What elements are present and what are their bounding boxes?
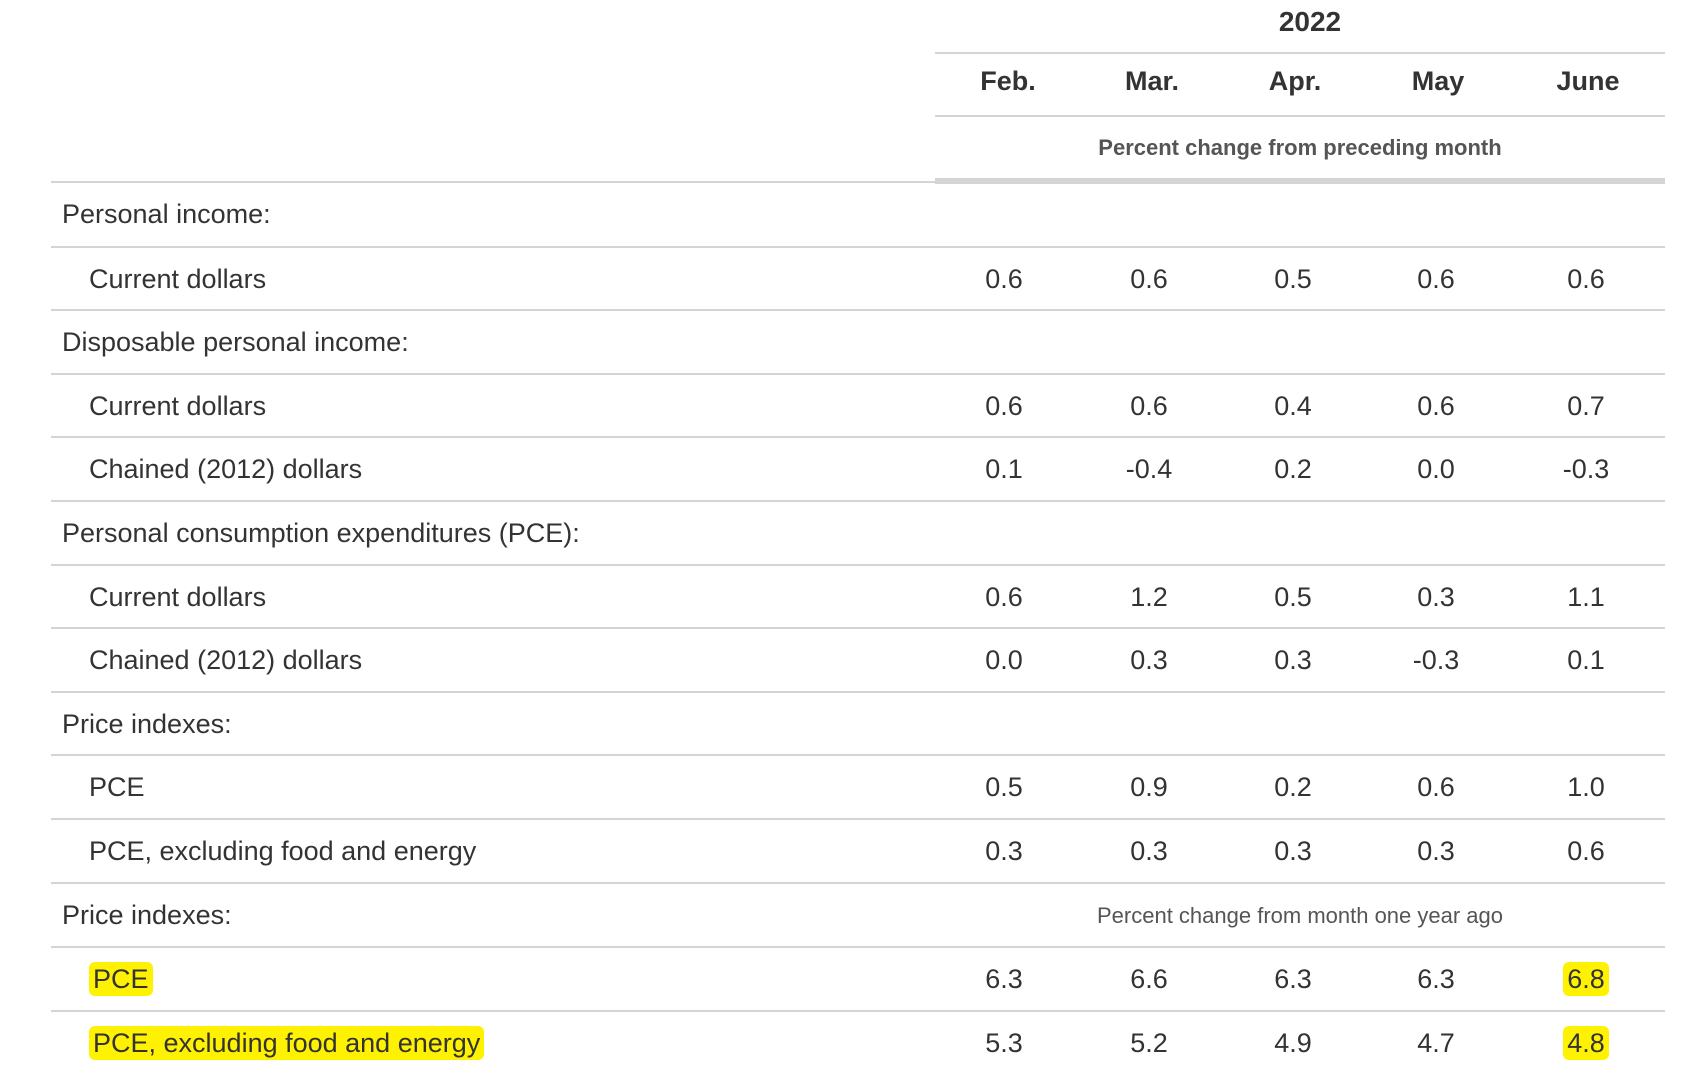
row-label: PCE	[89, 962, 153, 996]
section-label: Personal income:	[62, 199, 271, 229]
value-cell: 6.3	[1417, 964, 1455, 994]
table-row: Price indexes:	[51, 691, 1665, 757]
value-cell: 0.2	[1274, 772, 1312, 802]
value-cell: 0.3	[1417, 836, 1455, 866]
row-label: Chained (2012) dollars	[89, 645, 363, 675]
table-row: Chained (2012) dollars 0.0 0.3 0.3 -0.3 0.1	[51, 627, 1665, 693]
value-cell: 0.6	[1417, 772, 1455, 802]
month-header-mar: Mar.	[1124, 66, 1180, 96]
value-cell: 0.0	[1417, 454, 1455, 484]
table-row: Chained (2012) dollars 0.1 -0.4 0.2 0.0 -0.3	[51, 436, 1665, 502]
month-header-feb: Feb.	[980, 66, 1036, 96]
row-label: PCE, excluding food and energy	[89, 1026, 485, 1060]
section-label: Price indexes:	[62, 709, 232, 739]
value-cell: 4.9	[1274, 1028, 1312, 1058]
value-cell: 4.8	[1521, 1026, 1651, 1060]
unit-note-yearly: Percent change from month one year ago	[1096, 903, 1504, 928]
row-label: Chained (2012) dollars	[89, 454, 363, 484]
value-cell: 0.5	[985, 772, 1023, 802]
row-label: Current dollars	[89, 391, 267, 421]
value-cell: 0.3	[1274, 645, 1312, 675]
value-cell: 6.3	[985, 964, 1023, 994]
value-cell: 6.8	[1521, 962, 1651, 996]
table-row: Disposable personal income:	[51, 309, 1665, 375]
highlighted-value: 6.8	[1563, 962, 1609, 996]
table-row: Personal consumption expenditures (PCE):	[51, 500, 1665, 566]
value-cell: 6.3	[1274, 964, 1312, 994]
table-row: PCE 6.3 6.6 6.3 6.3 6.8	[51, 946, 1665, 1012]
value-cell: 0.0	[985, 645, 1023, 675]
table-row: Current dollars 0.6 0.6 0.4 0.6 0.7	[51, 373, 1665, 439]
section-label: Disposable personal income:	[62, 327, 409, 357]
table-row: Current dollars 0.6 0.6 0.5 0.6 0.6	[51, 246, 1665, 312]
value-cell: 5.3	[985, 1028, 1023, 1058]
value-cell: 0.7	[1567, 391, 1605, 421]
value-cell: 0.6	[1417, 264, 1455, 294]
value-cell: -0.3	[1412, 645, 1460, 675]
value-cell: 0.3	[1130, 836, 1168, 866]
section-label: Price indexes:	[62, 900, 232, 930]
value-cell: 0.6	[985, 264, 1023, 294]
value-cell: 0.1	[1567, 645, 1605, 675]
month-header-may: May	[1411, 66, 1465, 96]
value-cell: 0.5	[1274, 264, 1312, 294]
value-cell: 1.1	[1567, 582, 1605, 612]
row-label: Current dollars	[89, 264, 267, 294]
row-label: Current dollars	[89, 582, 267, 612]
highlighted-value: 4.8	[1563, 1026, 1609, 1060]
value-cell: 0.4	[1274, 391, 1312, 421]
value-cell: 0.9	[1130, 772, 1168, 802]
value-cell: 0.6	[985, 391, 1023, 421]
value-cell: 0.2	[1274, 454, 1312, 484]
table-row: PCE, excluding food and energy 5.3 5.2 4.9 4…	[51, 1010, 1665, 1076]
highlighted-label: PCE	[89, 962, 153, 996]
value-cell: 0.6	[1130, 264, 1168, 294]
month-header-june: June	[1556, 66, 1620, 96]
section-label: Personal consumption expenditures (PCE):	[62, 518, 580, 548]
value-cell: 1.0	[1567, 772, 1605, 802]
value-cell: 0.6	[1567, 836, 1605, 866]
month-header-apr: Apr.	[1268, 66, 1322, 96]
value-cell: 4.7	[1417, 1028, 1455, 1058]
highlighted-label: PCE, excluding food and energy	[89, 1026, 485, 1060]
value-cell: 0.6	[985, 582, 1023, 612]
value-cell: 0.6	[1417, 391, 1455, 421]
table-row: Price indexes:	[51, 882, 1665, 948]
months-underline	[935, 115, 1665, 117]
row-label: PCE	[89, 772, 145, 802]
value-cell: 0.1	[985, 454, 1023, 484]
table-row: Personal income:	[51, 181, 1665, 247]
table-row: Current dollars 0.6 1.2 0.5 0.3 1.1	[51, 564, 1665, 630]
table-row: PCE, excluding food and energy 0.3 0.3 0.3 0…	[51, 818, 1665, 884]
value-cell: 1.2	[1130, 582, 1168, 612]
value-cell: 0.3	[1274, 836, 1312, 866]
value-cell: 0.3	[985, 836, 1023, 866]
value-cell: 0.3	[1130, 645, 1168, 675]
value-cell: 6.6	[1130, 964, 1168, 994]
year-header: 2022	[1278, 6, 1342, 37]
value-cell: -0.4	[1125, 454, 1173, 484]
table-row: PCE 0.5 0.9 0.2 0.6 1.0	[51, 754, 1665, 820]
value-cell: 0.6	[1567, 264, 1605, 294]
value-cell: -0.3	[1562, 454, 1610, 484]
year-underline	[935, 52, 1665, 54]
value-cell: 0.3	[1417, 582, 1455, 612]
value-cell: 5.2	[1130, 1028, 1168, 1058]
unit-note-monthly: Percent change from preceding month	[1098, 135, 1502, 160]
row-label: PCE, excluding food and energy	[89, 836, 477, 866]
value-cell: 0.5	[1274, 582, 1312, 612]
value-cell: 0.6	[1130, 391, 1168, 421]
